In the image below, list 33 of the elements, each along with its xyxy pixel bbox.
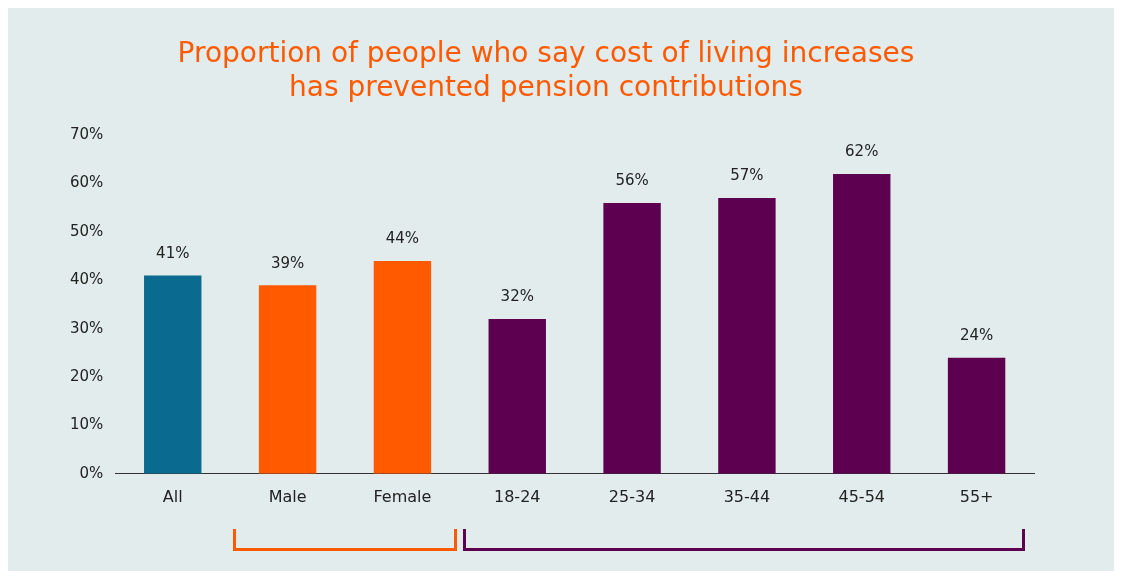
bar: [258, 285, 317, 474]
bar: [603, 202, 661, 474]
data-label: 56%: [615, 171, 649, 190]
data-label: 32%: [500, 287, 534, 306]
x-tick-label: 55+: [959, 486, 994, 506]
data-label: 57%: [730, 166, 764, 185]
y-tick-label: 20%: [70, 366, 104, 385]
y-tick-label: 30%: [70, 318, 104, 337]
x-tick-label: 25-34: [608, 486, 656, 506]
x-tick-label: All: [162, 486, 183, 506]
y-tick-label: 60%: [70, 173, 104, 192]
bar: [488, 319, 546, 474]
data-label: 24%: [959, 326, 994, 345]
bar: [833, 173, 891, 474]
y-tick-label: 0%: [79, 463, 104, 482]
x-tick-label: Female: [373, 486, 432, 506]
x-tick-label: 35-44: [723, 486, 771, 506]
y-tick-label: 10%: [70, 415, 104, 434]
chart-title: Proportion of people who say cost of living increases has prevented pension contributions: [177, 36, 915, 103]
y-tick-label: 70%: [70, 125, 104, 144]
data-label: 44%: [385, 229, 420, 248]
bar: [144, 275, 202, 474]
data-label: 39%: [270, 253, 305, 272]
bar: [373, 260, 432, 474]
x-tick-label: 18-24: [494, 486, 541, 506]
y-tick-label: 40%: [70, 270, 104, 289]
x-tick-label: 45-54: [838, 486, 885, 506]
bar: [718, 198, 776, 474]
data-label: 62%: [845, 142, 879, 161]
x-tick-label: Male: [268, 486, 307, 506]
bar: [947, 357, 1006, 474]
y-tick-label: 50%: [70, 221, 104, 240]
data-label: 41%: [156, 243, 190, 262]
